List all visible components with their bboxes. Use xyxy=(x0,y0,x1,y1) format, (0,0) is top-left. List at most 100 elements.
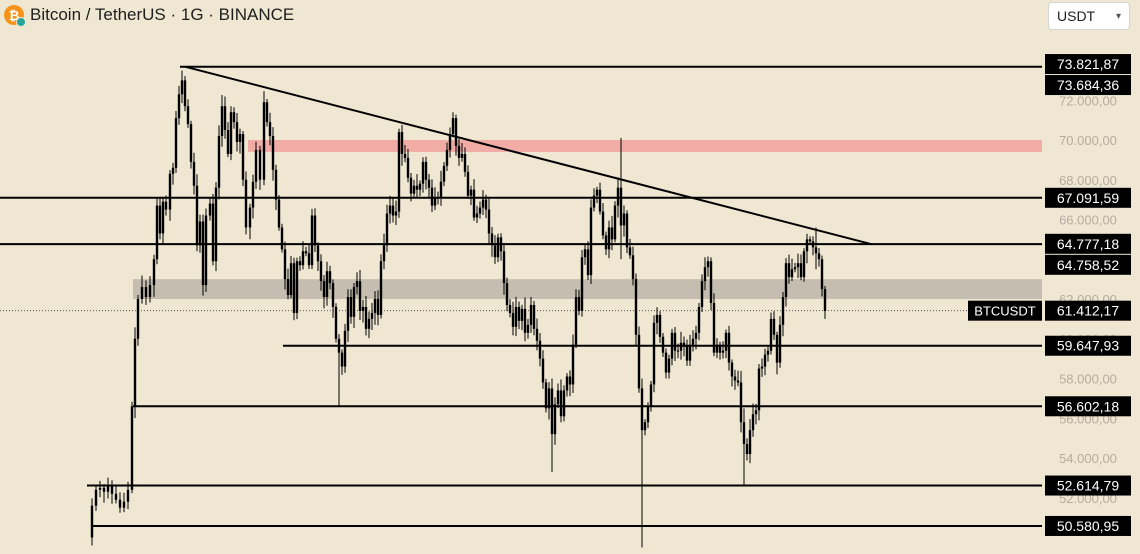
currency-value: USDT xyxy=(1057,8,1096,24)
candle-body xyxy=(700,281,704,307)
candle-body xyxy=(727,332,731,363)
candle-body xyxy=(439,181,443,198)
candle-body xyxy=(583,249,587,258)
candle-body xyxy=(220,106,224,137)
candle-body xyxy=(301,251,305,266)
candle-body xyxy=(565,376,569,391)
candle-body xyxy=(195,185,199,246)
candle-body xyxy=(226,130,230,154)
candle-body xyxy=(316,245,320,262)
candle-body xyxy=(262,102,266,180)
candle-body xyxy=(523,308,527,333)
candle-body xyxy=(217,136,221,188)
candle-body xyxy=(90,505,94,538)
candle-body xyxy=(580,257,584,311)
candle-body xyxy=(658,314,662,337)
candle-body xyxy=(130,406,134,490)
candle-body xyxy=(796,263,800,268)
candle-body xyxy=(544,382,548,409)
candle-body xyxy=(283,249,287,280)
candle-body xyxy=(577,297,581,311)
candle-body xyxy=(547,388,551,409)
candle-body xyxy=(475,213,479,218)
price-label-box xyxy=(1045,475,1131,496)
candle-body xyxy=(763,354,767,367)
candle-body xyxy=(676,350,680,352)
candle-body xyxy=(168,173,172,210)
candle-body xyxy=(244,179,248,228)
currency-select[interactable]: USDT ▾ xyxy=(1048,2,1130,30)
price-label: 50.580,95 xyxy=(1057,518,1119,534)
chart-header: ₿ Bitcoin / TetherUS · 1G · BINANCE xyxy=(4,4,295,27)
y-tick-label: 54.000,00 xyxy=(1059,451,1117,466)
candle-body xyxy=(787,263,791,278)
price-label-box xyxy=(1045,54,1131,75)
candle-body xyxy=(400,132,404,154)
candle-body xyxy=(370,312,374,319)
candle-body xyxy=(424,161,428,180)
candle-body xyxy=(232,112,236,123)
candle-body xyxy=(502,251,506,284)
candle-body xyxy=(152,259,156,286)
chart-title: Bitcoin / TetherUS · 1G · BINANCE xyxy=(30,5,295,24)
candle-body xyxy=(460,153,464,158)
candle-body xyxy=(799,263,803,278)
candle-body xyxy=(136,299,140,339)
candle-body xyxy=(736,380,740,383)
resistance-zone xyxy=(248,140,1042,152)
price-label-box xyxy=(1045,515,1131,536)
candle-body xyxy=(376,299,380,315)
candle-body xyxy=(214,187,218,262)
candle-body xyxy=(466,171,470,196)
candle-body xyxy=(754,410,758,415)
candle-body xyxy=(373,299,377,313)
candle-body xyxy=(421,161,425,184)
candle-body xyxy=(122,501,126,508)
price-label: 56.602,18 xyxy=(1057,398,1119,414)
candle-body xyxy=(505,283,509,305)
candle-body xyxy=(805,239,809,252)
candle-body xyxy=(625,213,629,248)
price-label-box xyxy=(1045,75,1131,96)
horizontal-levels xyxy=(0,65,1042,527)
candle-body xyxy=(820,259,824,290)
current-price-label-box xyxy=(1045,300,1131,321)
chevron-down-icon: ▾ xyxy=(1115,10,1121,22)
candle-body xyxy=(204,215,208,286)
candle-body xyxy=(102,487,106,492)
y-axis-ticks: 72.000,0070.000,0068.000,0066.000,0064.0… xyxy=(1059,93,1117,506)
candle-body xyxy=(703,267,707,282)
candle-body xyxy=(174,118,178,168)
candle-body xyxy=(322,281,326,298)
candle-body xyxy=(208,203,212,216)
candle-body xyxy=(235,122,239,142)
candle-body xyxy=(604,235,608,250)
candle-body xyxy=(562,390,566,417)
candle-body xyxy=(784,263,788,298)
candle-body xyxy=(598,189,602,212)
candle-body xyxy=(778,324,782,363)
candle-body xyxy=(664,352,668,373)
candle-body xyxy=(448,134,452,150)
candle-body xyxy=(823,289,827,311)
candle-body xyxy=(595,189,599,196)
candle-body xyxy=(685,346,689,361)
candle-body xyxy=(186,106,190,125)
candle-body xyxy=(133,338,137,407)
candle-body xyxy=(352,287,356,317)
price-label: 59.647,93 xyxy=(1057,338,1119,354)
price-label-box xyxy=(1045,187,1131,208)
price-label-box xyxy=(1045,335,1131,356)
candle-body xyxy=(340,352,344,367)
candle-body xyxy=(155,205,159,260)
candle-body xyxy=(280,227,284,250)
candle-body xyxy=(766,350,770,355)
candle-body xyxy=(385,213,389,246)
candle-body xyxy=(313,215,317,246)
candle-body xyxy=(514,306,518,327)
candle-body xyxy=(655,314,659,323)
candle-body xyxy=(760,366,764,369)
candle-body xyxy=(454,118,458,146)
price-label-box xyxy=(1045,254,1131,275)
